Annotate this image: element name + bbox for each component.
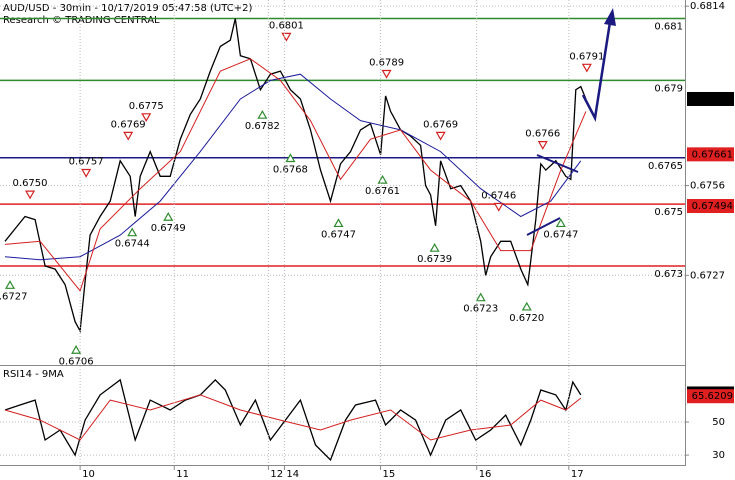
high-marker: [141, 113, 152, 123]
annotation-label: 0.6739: [417, 254, 452, 265]
y-tick-label: 30: [712, 450, 725, 461]
rsi-title: RSI14 - 9MA: [3, 369, 64, 380]
high-marker: [81, 168, 92, 178]
level-label: 0.6765: [648, 161, 683, 172]
high-marker: [25, 190, 36, 200]
low-marker: [71, 345, 82, 354]
x-tick-label: 16: [479, 469, 492, 480]
low-marker: [163, 212, 174, 221]
y-tick-label: 50: [712, 417, 725, 428]
chart-subtitle: Research © TRADING CENTRAL: [3, 15, 160, 26]
level-label: 0.675: [654, 207, 683, 218]
annotation-label: 0.6775: [129, 101, 164, 112]
low-marker: [257, 109, 268, 119]
high-marker: [493, 202, 504, 212]
low-marker: [333, 218, 344, 228]
x-tick-label: 12: [270, 469, 283, 480]
annotation-label: 0.6757: [69, 157, 104, 168]
y-tick-label: 0.6756: [690, 181, 725, 192]
level-label: 0.673: [654, 269, 683, 280]
y-tick-label: 0.6814: [690, 1, 725, 12]
trend-line: [526, 217, 561, 236]
annotation-label: 0.6720: [509, 313, 544, 324]
x-tick-label: 15: [383, 469, 396, 480]
price-box: [687, 199, 734, 214]
series-line: [4, 18, 587, 334]
low-marker: [377, 174, 388, 184]
series-line: [4, 378, 582, 462]
series-line: [4, 58, 587, 292]
annotation-label: 0.6749: [151, 223, 186, 234]
annotation-label: 0.6750: [13, 178, 48, 189]
low-marker: [521, 301, 532, 311]
level-label: 0.681: [654, 22, 683, 33]
annotation-label: 0.6761: [365, 186, 400, 197]
level-label: 0.679: [654, 83, 683, 94]
price-box-label: 0.67661: [692, 149, 733, 160]
low-marker: [4, 280, 16, 289]
price-box-label: 0.6784: [698, 94, 733, 105]
trend-line: [536, 154, 579, 173]
annotation-label: 0.6706: [59, 356, 94, 367]
annotation-label: 0.6744: [115, 239, 150, 250]
low-marker: [429, 242, 440, 252]
annotation-label: 0.6766: [525, 129, 560, 140]
arrow-head: [604, 8, 616, 26]
annotation-label: 0.6727: [0, 291, 28, 302]
price-box: [687, 389, 734, 404]
annotation-label: 0.6791: [569, 51, 604, 62]
series-line: [4, 394, 582, 441]
high-marker: [381, 69, 392, 79]
annotation-label: 0.6723: [463, 304, 498, 315]
high-marker: [435, 131, 446, 141]
high-marker: [581, 63, 592, 73]
annotation-label: 0.6747: [321, 229, 356, 240]
price-box: [687, 147, 734, 162]
annotation-label: 0.6782: [245, 121, 280, 132]
annotation-label: 0.6769: [423, 119, 458, 130]
high-marker: [537, 141, 548, 150]
forecast-arrow: [581, 21, 612, 122]
annotation-label: 0.6789: [369, 58, 404, 69]
price-box: [687, 91, 734, 106]
low-marker: [127, 227, 138, 237]
annotation-label: 0.6747: [543, 229, 578, 240]
annotation-label: 0.6746: [481, 191, 516, 202]
annotation-label: 0.6768: [273, 164, 308, 175]
series-line: [4, 73, 582, 261]
x-tick-label: 17: [571, 469, 584, 480]
low-marker: [475, 292, 486, 302]
x-tick-label: 10: [82, 469, 95, 480]
y-tick-label: 0.6727: [690, 270, 725, 281]
x-tick-label: 14: [286, 469, 299, 480]
annotation-label: 0.6769: [111, 119, 146, 130]
price-box-label: 0.67494: [692, 201, 733, 212]
chart-title: AUD/USD - 30min - 10/17/2019 05:47:58 (U…: [3, 3, 252, 14]
x-tick-label: 11: [176, 469, 189, 480]
low-marker: [555, 218, 566, 228]
high-marker: [123, 131, 134, 141]
low-marker: [285, 153, 296, 163]
price-box-label: 65.6209: [692, 391, 733, 402]
annotation-label: 0.6801: [269, 20, 304, 31]
